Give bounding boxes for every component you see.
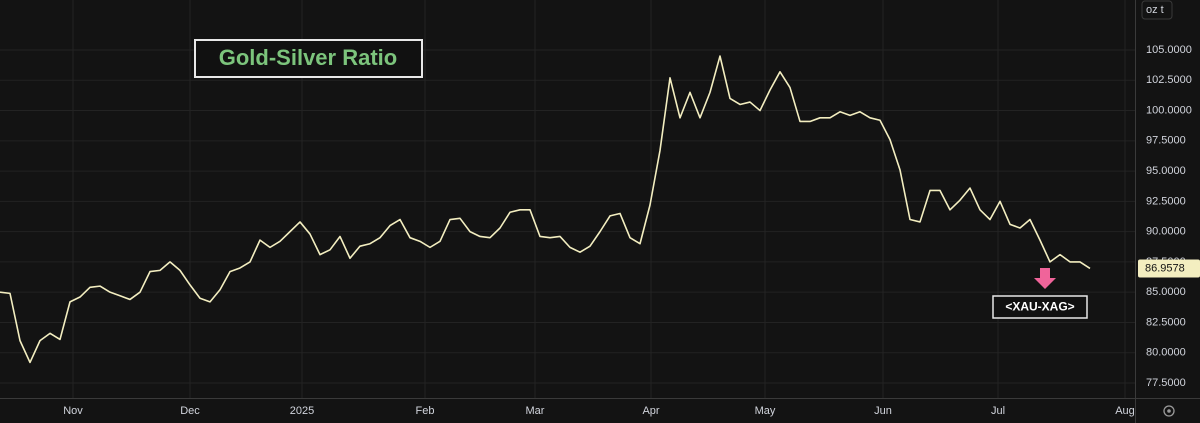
y-tick-label: 80.0000	[1146, 347, 1186, 359]
x-tick-label: Feb	[416, 405, 435, 417]
y-tick-label: 102.5000	[1146, 74, 1192, 86]
x-tick-label: 2025	[290, 405, 314, 417]
settings-icon[interactable]	[1163, 405, 1175, 417]
arrow-icon	[1034, 268, 1056, 289]
y-tick-label: 105.0000	[1146, 44, 1192, 56]
unit-box[interactable]	[1141, 0, 1173, 20]
chart-title: Gold-Silver Ratio	[219, 45, 397, 70]
settings-icon-dot[interactable]	[1167, 409, 1171, 413]
unit-label[interactable]: oz t	[1146, 4, 1164, 16]
y-tick-label: 77.5000	[1146, 377, 1186, 389]
last-value-label: 86.9578	[1145, 262, 1185, 274]
x-tick-label: Apr	[642, 405, 659, 417]
series-label: <XAU-XAG>	[1005, 300, 1074, 314]
plot	[0, 55, 1091, 364]
x-tick-label: Aug	[1115, 405, 1135, 417]
x-tick-label: May	[755, 405, 776, 417]
y-tick-label: 85.0000	[1146, 286, 1186, 298]
y-tick-label: 90.0000	[1146, 226, 1186, 238]
x-tick-label: Mar	[526, 405, 545, 417]
y-tick-label: 100.0000	[1146, 104, 1192, 116]
axes: 77.500080.000082.500085.000087.500090.00…	[63, 44, 1200, 417]
series-line	[0, 55, 1091, 364]
y-tick-label: 97.5000	[1146, 135, 1186, 147]
x-tick-label: Dec	[180, 405, 200, 417]
x-tick-label: Jun	[874, 405, 892, 417]
last-value-box	[1138, 259, 1200, 278]
y-tick-label: 95.0000	[1146, 165, 1186, 177]
series-label-box	[992, 295, 1088, 319]
x-tick-label: Nov	[63, 405, 83, 417]
x-tick-label: Jul	[991, 405, 1005, 417]
title-box	[194, 39, 423, 78]
y-tick-label: 92.5000	[1146, 195, 1186, 207]
y-tick-label: 82.5000	[1146, 316, 1186, 328]
